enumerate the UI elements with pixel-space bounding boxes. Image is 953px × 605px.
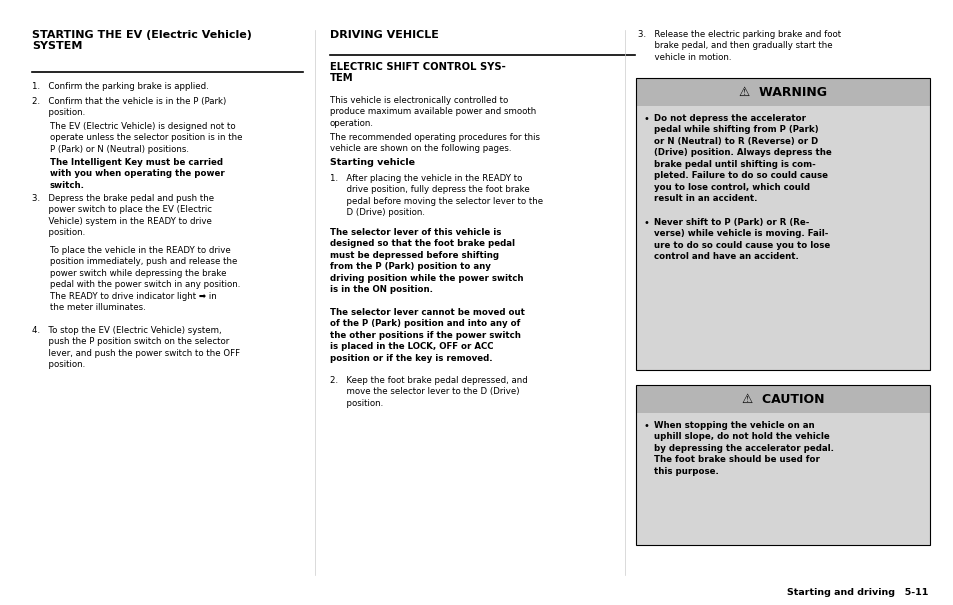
Text: This vehicle is electronically controlled to
produce maximum available power and: This vehicle is electronically controlle… bbox=[330, 96, 536, 128]
Text: •: • bbox=[643, 218, 649, 228]
Text: 2.   Keep the foot brake pedal depressed, and
      move the selector lever to t: 2. Keep the foot brake pedal depressed, … bbox=[330, 376, 527, 408]
Text: DRIVING VEHICLE: DRIVING VEHICLE bbox=[330, 30, 438, 40]
Text: Starting vehicle: Starting vehicle bbox=[330, 158, 415, 167]
Bar bbox=[636, 106, 929, 370]
Text: 3.   Depress the brake pedal and push the
      power switch to place the EV (El: 3. Depress the brake pedal and push the … bbox=[32, 194, 213, 237]
Text: To place the vehicle in the READY to drive
position immediately, push and releas: To place the vehicle in the READY to dri… bbox=[50, 246, 240, 312]
Text: The recommended operating procedures for this
vehicle are shown on the following: The recommended operating procedures for… bbox=[330, 133, 539, 154]
Text: STARTING THE EV (Electric Vehicle)
SYSTEM: STARTING THE EV (Electric Vehicle) SYSTE… bbox=[32, 30, 252, 51]
Text: Starting and driving   5-11: Starting and driving 5-11 bbox=[786, 588, 927, 597]
Text: ELECTRIC SHIFT CONTROL SYS-
TEM: ELECTRIC SHIFT CONTROL SYS- TEM bbox=[330, 62, 505, 83]
Text: 3.   Release the electric parking brake and foot
      brake pedal, and then gra: 3. Release the electric parking brake an… bbox=[638, 30, 841, 62]
Text: Never shift to P (Park) or R (Re-
verse) while vehicle is moving. Fail-
ure to d: Never shift to P (Park) or R (Re- verse)… bbox=[654, 218, 829, 261]
Text: 4.   To stop the EV (Electric Vehicle) system,
      push the P position switch : 4. To stop the EV (Electric Vehicle) sys… bbox=[32, 326, 240, 369]
Text: The Intelligent Key must be carried
with you when operating the power
switch.: The Intelligent Key must be carried with… bbox=[50, 158, 225, 190]
Bar bbox=[636, 385, 929, 413]
Bar bbox=[636, 78, 929, 106]
Bar bbox=[636, 385, 929, 545]
Text: The selector lever of this vehicle is
designed so that the foot brake pedal
must: The selector lever of this vehicle is de… bbox=[330, 228, 523, 294]
Text: 1.   Confirm the parking brake is applied.: 1. Confirm the parking brake is applied. bbox=[32, 82, 209, 91]
Text: •: • bbox=[643, 114, 649, 124]
Text: The EV (Electric Vehicle) is designed not to
operate unless the selector positio: The EV (Electric Vehicle) is designed no… bbox=[50, 122, 242, 154]
Text: 2.   Confirm that the vehicle is in the P (Park)
      position.: 2. Confirm that the vehicle is in the P … bbox=[32, 97, 226, 117]
Text: •: • bbox=[643, 421, 649, 431]
Text: When stopping the vehicle on an
uphill slope, do not hold the vehicle
by depress: When stopping the vehicle on an uphill s… bbox=[654, 421, 833, 476]
Text: ⚠  WARNING: ⚠ WARNING bbox=[739, 85, 826, 99]
Text: 1.   After placing the vehicle in the READY to
      drive position, fully depre: 1. After placing the vehicle in the READ… bbox=[330, 174, 542, 217]
Text: Do not depress the accelerator
pedal while shifting from P (Park)
or N (Neutral): Do not depress the accelerator pedal whi… bbox=[654, 114, 831, 203]
Text: ⚠  CAUTION: ⚠ CAUTION bbox=[741, 393, 823, 405]
Bar bbox=[636, 413, 929, 545]
Text: The selector lever cannot be moved out
of the P (Park) position and into any of
: The selector lever cannot be moved out o… bbox=[330, 308, 524, 363]
Bar bbox=[636, 78, 929, 370]
